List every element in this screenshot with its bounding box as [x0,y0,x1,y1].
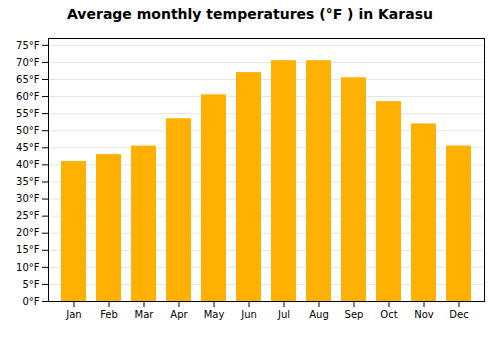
svg-text:Jul: Jul [277,309,290,320]
svg-text:Dec: Dec [449,309,468,320]
svg-text:May: May [204,309,225,320]
svg-text:0°F: 0°F [22,296,39,307]
svg-text:Aug: Aug [309,309,329,320]
svg-text:55°F: 55°F [16,108,40,119]
svg-text:5°F: 5°F [22,279,39,290]
svg-text:Nov: Nov [414,309,434,320]
svg-text:30°F: 30°F [16,193,40,204]
svg-text:75°F: 75°F [16,40,40,51]
svg-text:25°F: 25°F [16,210,40,221]
svg-text:10°F: 10°F [16,262,40,273]
svg-text:20°F: 20°F [16,227,40,238]
svg-text:60°F: 60°F [16,91,40,102]
svg-text:70°F: 70°F [16,57,40,68]
svg-text:Apr: Apr [170,309,188,320]
svg-text:45°F: 45°F [16,142,40,153]
svg-text:Jun: Jun [240,309,257,320]
svg-text:Jan: Jan [65,309,81,320]
svg-text:40°F: 40°F [16,159,40,170]
svg-text:Sep: Sep [345,309,364,320]
svg-text:Oct: Oct [380,309,397,320]
svg-text:50°F: 50°F [16,125,40,136]
svg-text:Feb: Feb [100,309,118,320]
svg-text:15°F: 15°F [16,244,40,255]
svg-text:Mar: Mar [135,309,155,320]
svg-text:65°F: 65°F [16,74,40,85]
html-text:Average monthly temperatures (: Average monthly temperatures (°F ) in Ka… [67,6,433,22]
svg-text:35°F: 35°F [16,176,40,187]
